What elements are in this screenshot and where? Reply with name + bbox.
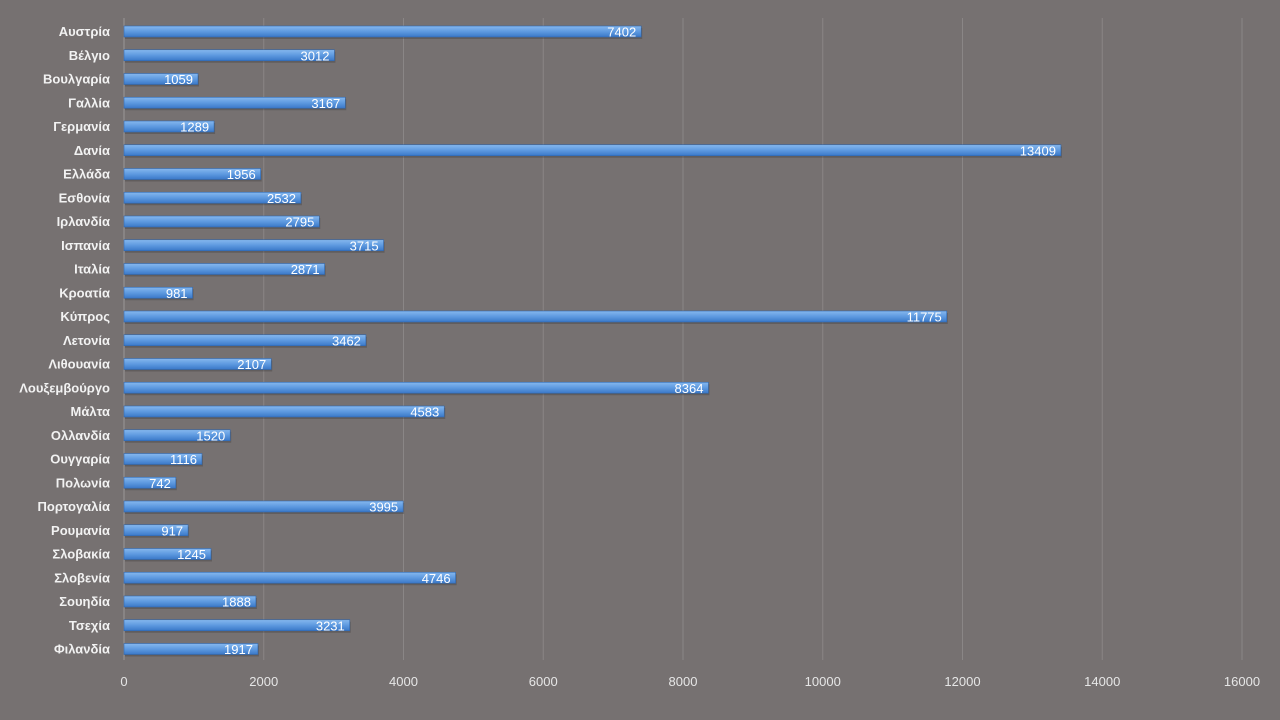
bar [123, 429, 231, 442]
bar [123, 334, 367, 347]
category-label: Γαλλία [68, 95, 110, 110]
data-label: 742 [149, 476, 171, 491]
data-label: 1917 [224, 642, 253, 657]
data-label: 2871 [291, 262, 320, 277]
x-tick-label: 2000 [249, 674, 278, 689]
bar [123, 500, 404, 513]
bar [123, 310, 948, 323]
data-label: 1059 [164, 72, 193, 87]
bar [123, 358, 272, 370]
data-label: 7402 [607, 25, 636, 40]
bar [123, 96, 346, 109]
x-tick-label: 8000 [669, 674, 698, 689]
category-label: Σλοβενία [54, 570, 110, 585]
data-label: 1888 [222, 595, 251, 610]
data-label: 13409 [1020, 143, 1056, 158]
data-label: 8364 [675, 381, 704, 396]
x-tick-label: 10000 [805, 674, 841, 689]
category-label: Λουξεμβούργο [19, 380, 110, 395]
data-label: 981 [166, 286, 188, 301]
bar [123, 524, 189, 537]
category-label: Ιταλία [74, 262, 110, 277]
category-label: Κύπρος [60, 309, 110, 324]
bar [123, 643, 259, 655]
bar [123, 73, 199, 85]
data-label: 1289 [180, 120, 209, 135]
bar [123, 168, 261, 180]
bar [123, 595, 257, 608]
data-label: 1520 [196, 428, 225, 443]
data-label: 11775 [907, 310, 942, 325]
category-label: Φιλανδία [54, 642, 110, 657]
bar [123, 144, 1062, 157]
bar [123, 120, 215, 133]
bar [123, 405, 445, 418]
category-label: Τσεχία [69, 618, 110, 633]
category-label: Πορτογαλία [38, 499, 110, 514]
data-label: 4583 [410, 405, 439, 420]
category-label: Ιρλανδία [57, 214, 110, 229]
category-label: Δανία [74, 143, 110, 158]
bar [123, 619, 351, 632]
bar [123, 49, 335, 62]
data-label: 3231 [316, 618, 345, 633]
data-label: 917 [161, 523, 183, 538]
category-axis: Αυστρία Βέλγιο Βουλγαρία Γαλλία Γερμανία Δανί… [19, 24, 110, 657]
bar [123, 191, 302, 204]
data-label: 2532 [267, 191, 296, 206]
category-label: Σουηδία [59, 594, 110, 609]
category-label: Λιθουανία [48, 357, 110, 372]
bars: 7402 3012 1059 3167 1289 13409 1956 2532 2795 371… [123, 25, 1062, 657]
data-label: 2107 [237, 357, 266, 372]
category-label: Ισπανία [61, 238, 110, 253]
data-label: 3462 [332, 333, 361, 348]
data-label: 4746 [422, 571, 451, 586]
bar [123, 381, 709, 394]
category-label: Μάλτα [71, 404, 110, 419]
category-label: Βέλγιο [69, 48, 110, 63]
bar [123, 548, 212, 560]
data-label: 1116 [170, 452, 197, 467]
category-label: Πολωνία [56, 475, 110, 490]
bar [123, 453, 203, 465]
x-tick-label: 16000 [1224, 674, 1260, 689]
data-label: 3012 [301, 48, 330, 63]
data-label: 2795 [285, 215, 314, 230]
bar [123, 263, 325, 275]
data-label: 3715 [350, 238, 379, 253]
data-label: 3995 [369, 500, 398, 515]
bar [123, 215, 320, 228]
category-label: Γερμανία [53, 119, 110, 134]
x-tick-label: 14000 [1084, 674, 1120, 689]
category-label: Βουλγαρία [43, 72, 110, 87]
bar [123, 571, 456, 584]
data-label: 3167 [311, 96, 340, 111]
bar [123, 286, 193, 299]
data-label: 1245 [177, 547, 206, 562]
category-label: Ολλανδία [51, 428, 110, 443]
category-label: Ελλάδα [63, 167, 110, 182]
bar [123, 239, 384, 252]
x-tick-label: 12000 [944, 674, 980, 689]
category-label: Κροατία [59, 285, 110, 300]
category-label: Αυστρία [59, 24, 110, 39]
value-axis: 0 2000 4000 6000 8000 10000 12000 14000 16000 [120, 674, 1260, 689]
x-tick-label: 4000 [389, 674, 418, 689]
x-tick-label: 0 [120, 674, 127, 689]
category-label: Ουγγαρία [50, 452, 110, 467]
data-label: 1956 [227, 167, 256, 182]
bar [123, 476, 177, 489]
category-label: Ρουμανία [51, 523, 110, 538]
x-tick-label: 6000 [529, 674, 558, 689]
category-label: Εσθονία [59, 190, 110, 205]
category-label: Λετονία [63, 333, 110, 348]
bar [123, 25, 642, 38]
category-label: Σλοβακία [52, 547, 110, 562]
